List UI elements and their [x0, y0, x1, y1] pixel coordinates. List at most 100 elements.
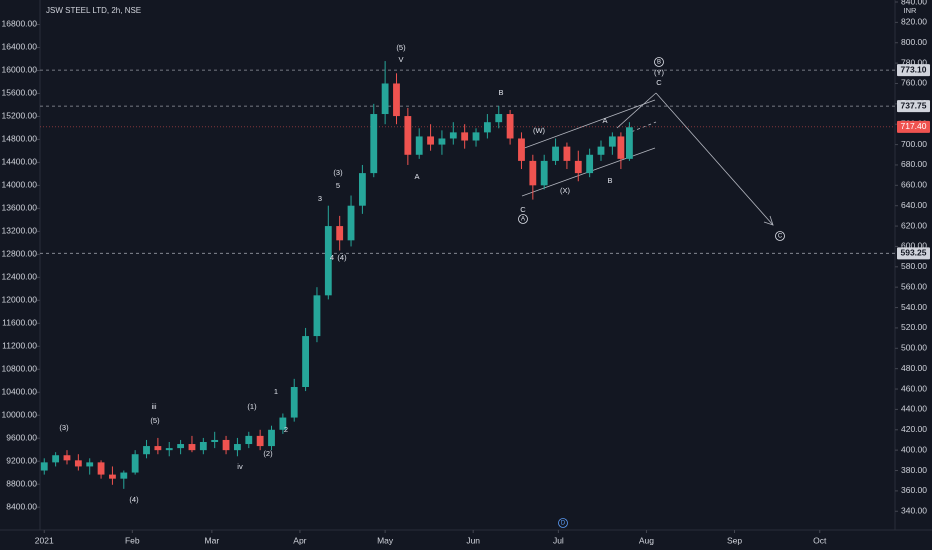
wave-label: (1) [247, 402, 257, 411]
x-tick-label: May [377, 535, 394, 545]
x-tick-label: Oct [813, 535, 827, 545]
candle-body [120, 472, 128, 479]
price-line-label: 773.10 [901, 64, 927, 74]
y-tick-label: 14800.00 [2, 134, 38, 144]
candle-body [177, 444, 185, 449]
candle-body [552, 146, 559, 161]
candle-body [449, 132, 457, 139]
y2-tick-label: 820.00 [901, 17, 927, 27]
y-tick-label: 8800.00 [6, 478, 37, 488]
y2-tick-label: 800.00 [901, 37, 927, 47]
price-line-box [897, 64, 930, 77]
y-tick-label: 11600.00 [2, 318, 37, 328]
wave-label: (3) [59, 423, 69, 432]
y-tick-label: 16000.00 [2, 65, 38, 75]
wave-label: C [520, 205, 526, 214]
candle-body [74, 460, 82, 467]
candle-body [313, 295, 321, 337]
y2-tick-label: 640.00 [901, 200, 927, 210]
annotation-circle [654, 57, 664, 67]
candle-body [529, 160, 537, 186]
y2-tick-label: 780.00 [901, 57, 927, 67]
wave-label: 4 [330, 253, 334, 262]
y-tick-label: 9200.00 [6, 455, 37, 465]
candle-body [617, 136, 625, 159]
wave-label: C [656, 78, 662, 87]
candle-body [483, 122, 491, 133]
x-tick-label: 2021 [35, 535, 54, 545]
wave-label: 5 [336, 181, 340, 190]
candle-body [347, 205, 355, 241]
x-tick-label: Jun [466, 535, 480, 545]
wave-label: (4) [337, 253, 347, 262]
wave-label: iii [152, 402, 157, 411]
wave-label: (5) [150, 416, 160, 425]
chart-title: JSW STEEL LTD, 2h, NSE [46, 6, 141, 15]
wave-label: 1 [274, 387, 278, 396]
wave-label: iv [237, 462, 243, 471]
candle-body [358, 173, 366, 206]
wave-label: 2 [284, 425, 288, 434]
y-tick-label: 16400.00 [2, 42, 38, 52]
arrow-head [763, 215, 774, 226]
wave-label: (5) [396, 43, 406, 52]
y2-tick-label: 520.00 [901, 322, 927, 332]
candle-body [188, 444, 196, 451]
candle-body [404, 116, 412, 155]
y-tick-label: 10000.00 [2, 409, 38, 419]
candle-body [608, 136, 616, 147]
candle-body [109, 474, 116, 479]
wave-label: A [602, 116, 607, 125]
candle-body [518, 138, 525, 161]
y2-tick-label: 440.00 [901, 404, 927, 414]
candle-body [626, 127, 633, 159]
candle-body [143, 446, 150, 455]
y2-tick-label: 840.00 [901, 0, 927, 6]
last-price-box [897, 120, 930, 133]
candle-body [324, 226, 332, 296]
candle-body [199, 441, 207, 451]
last-price-label: 717.40 [901, 121, 927, 131]
wave-label: (2) [263, 449, 273, 458]
candle-body [40, 462, 48, 471]
candle-body [154, 446, 162, 451]
candle-body [211, 439, 219, 442]
candle-body [290, 386, 298, 418]
candle-body [86, 462, 94, 467]
wave-label: A [414, 172, 419, 181]
channel-mid [625, 121, 657, 135]
y2-tick-label: 680.00 [901, 159, 927, 169]
annotation-circle [518, 214, 528, 224]
y2-tick-label: 400.00 [901, 444, 927, 454]
y2-tick-label: 380.00 [901, 465, 927, 475]
x-tick-label: Sep [727, 535, 742, 545]
candle-body [97, 462, 105, 475]
y-tick-label: 8400.00 [6, 501, 37, 511]
y-tick-label: 12800.00 [2, 249, 38, 259]
y-tick-label: 13200.00 [2, 226, 38, 236]
wave-label: (Y) [654, 68, 665, 77]
candle-body [586, 154, 594, 174]
candle-body [574, 160, 582, 174]
y-tick-label: 13600.00 [2, 203, 38, 213]
y2-tick-label: 540.00 [901, 302, 927, 312]
candle-body [597, 146, 605, 155]
price-line-box [897, 247, 930, 260]
candle-body [131, 454, 139, 473]
projection-down [655, 92, 774, 226]
candle-body [495, 114, 503, 123]
y2-tick-label: 420.00 [901, 424, 927, 434]
y-tick-label: 14400.00 [2, 157, 38, 167]
projection-up [616, 92, 657, 129]
y2-tick-label: 700.00 [901, 139, 927, 149]
candle-body [415, 136, 423, 155]
candle-body [438, 138, 446, 145]
candle-body [540, 160, 548, 186]
candle-body [234, 444, 241, 451]
wave-label: C [778, 234, 783, 240]
annotation-circle [558, 518, 568, 528]
x-tick-label: Apr [293, 535, 306, 545]
wave-label: B [657, 60, 661, 66]
candle-body [427, 136, 434, 145]
x-tick-label: Mar [205, 535, 220, 545]
